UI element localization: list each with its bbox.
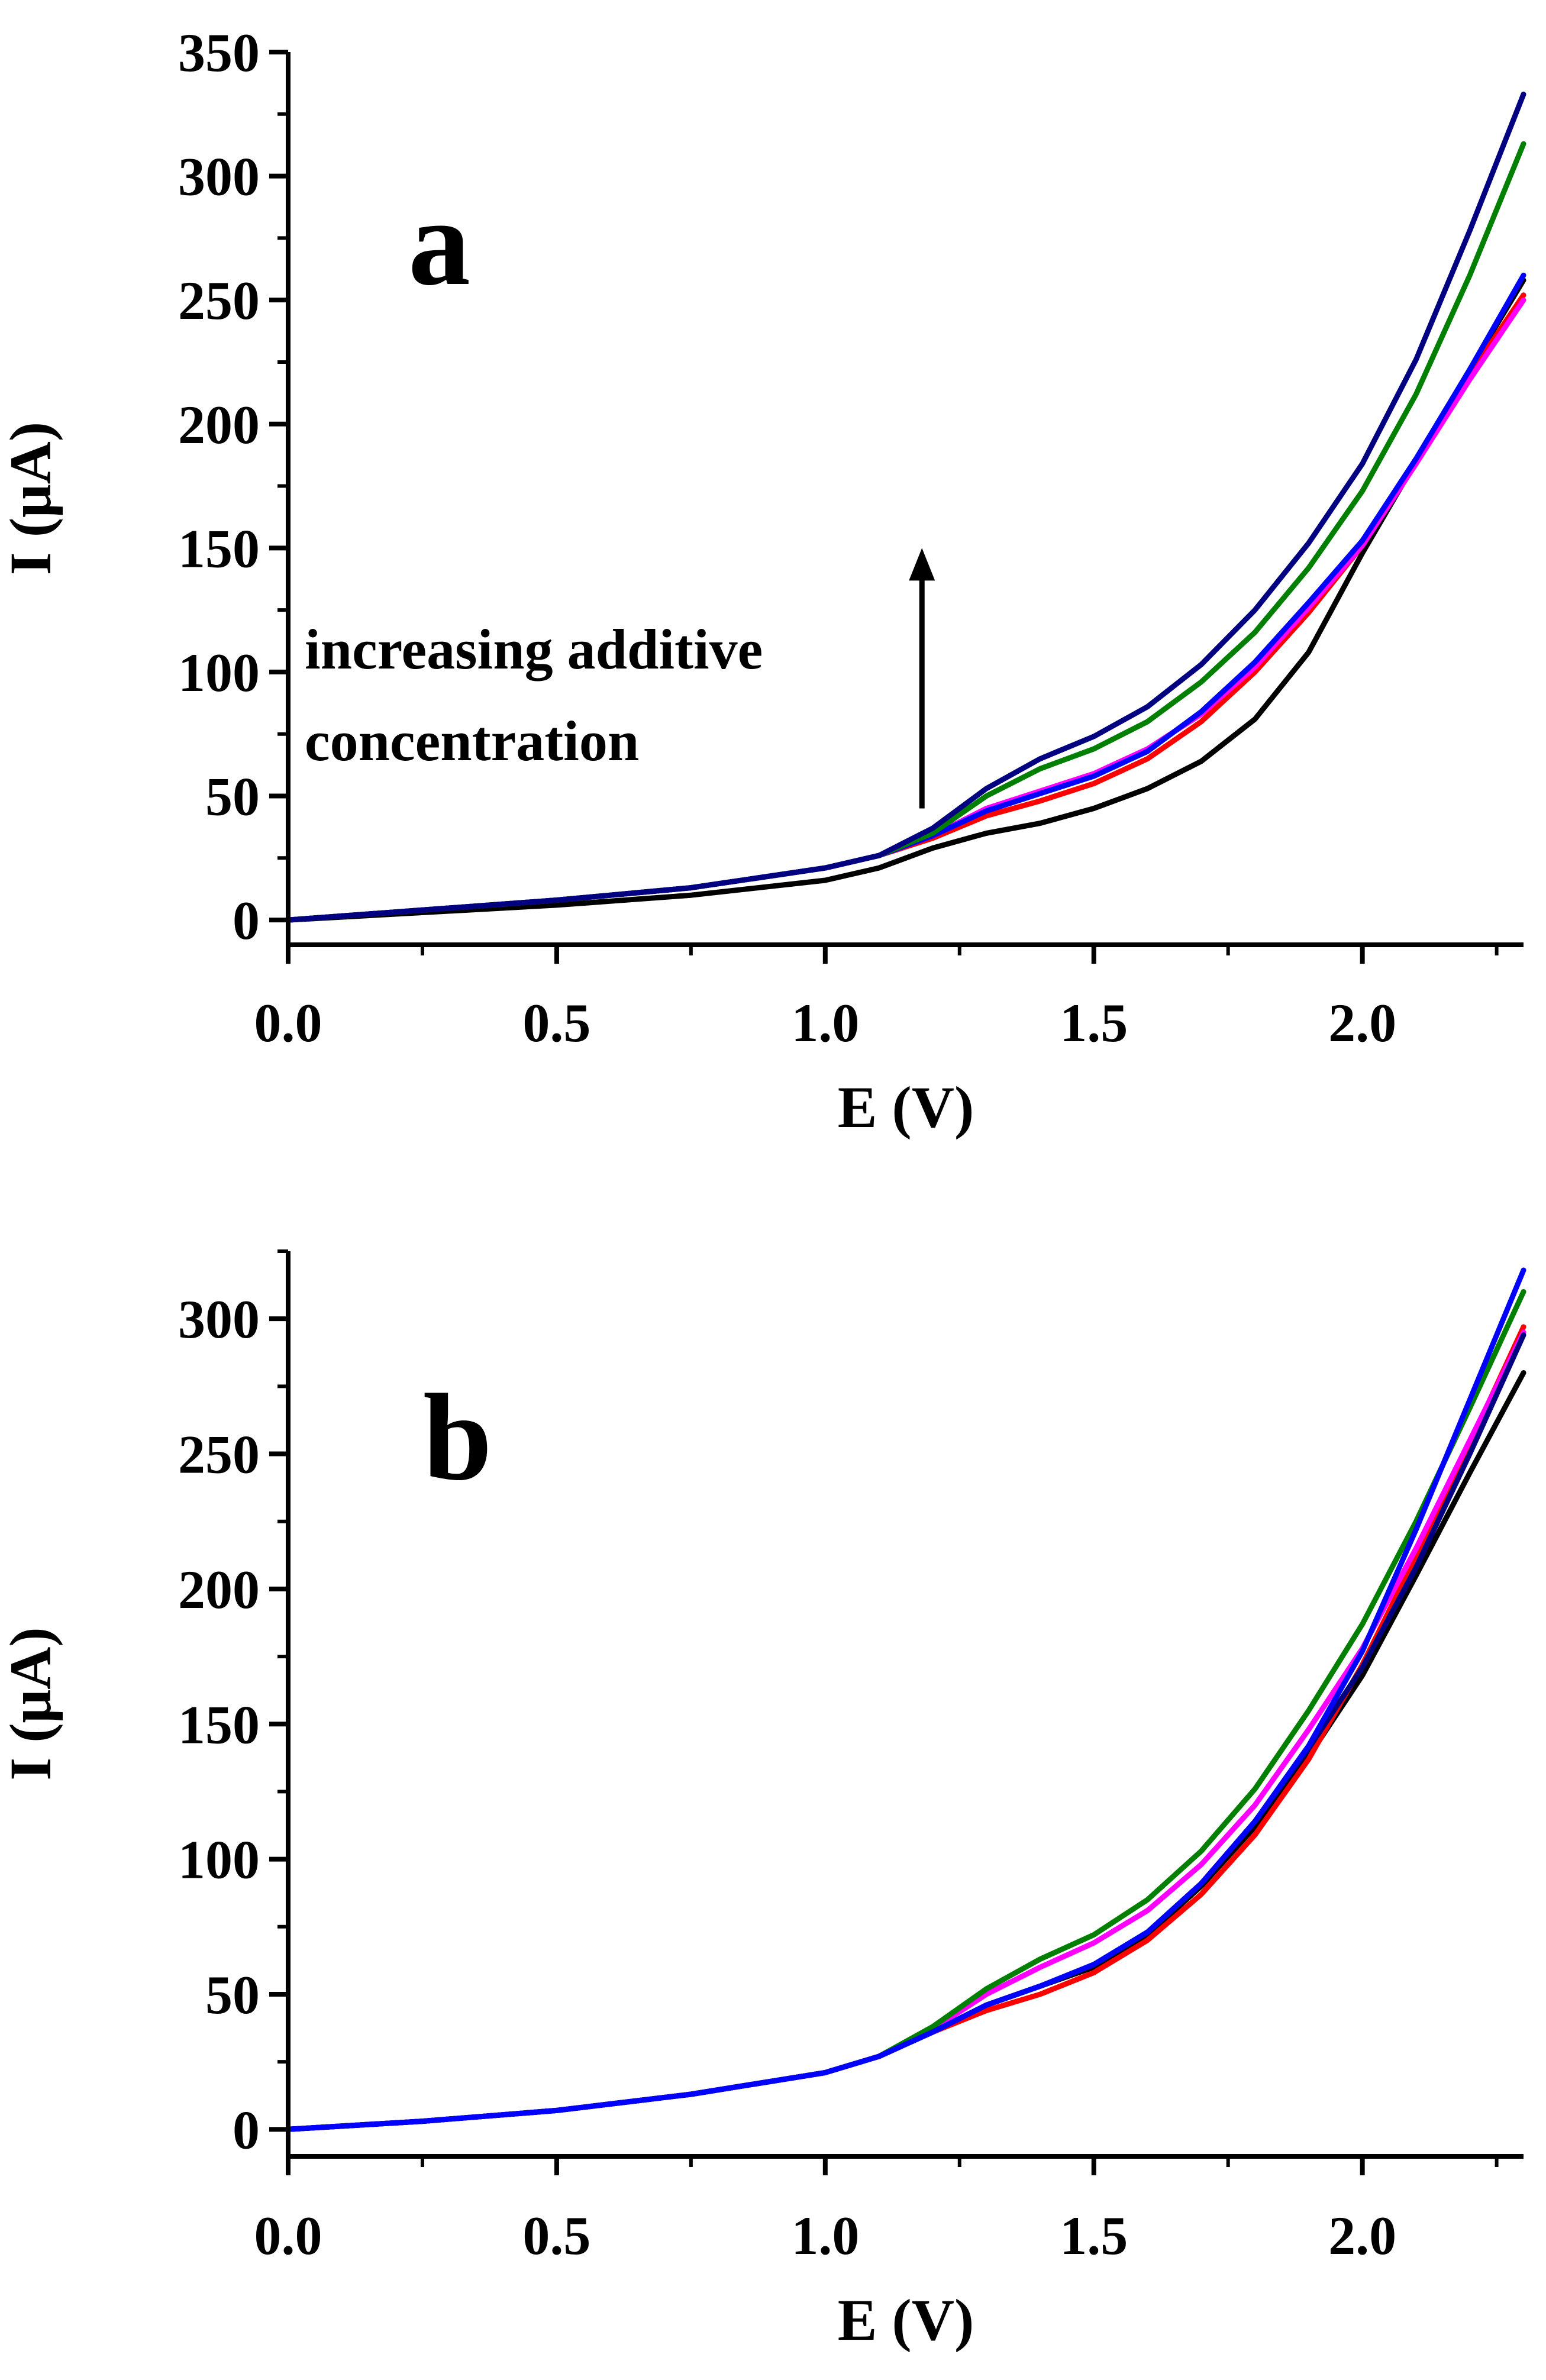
series-green-line <box>285 141 1526 923</box>
panel-label: b <box>423 1369 492 1506</box>
x-axis-title: E (V) <box>838 1074 974 1140</box>
y-tick-label: 50 <box>205 1965 260 2025</box>
x-tick-label: 0.5 <box>522 2205 590 2266</box>
y-tick-label: 100 <box>178 642 260 703</box>
y-tick-label: 0 <box>233 890 260 951</box>
x-axis-title: E (V) <box>838 2287 974 2353</box>
x-tick-label: 0.0 <box>254 993 322 1053</box>
y-tick-label: 300 <box>178 147 260 207</box>
y-tick-label: 150 <box>178 1694 260 1755</box>
x-tick-label: 2.0 <box>1328 2205 1396 2266</box>
arrow-up-icon <box>909 548 935 581</box>
annotation: increasing additive concentration <box>305 548 935 809</box>
y-tick-label: 150 <box>178 518 260 579</box>
y-tick-label: 250 <box>178 270 260 331</box>
y-tick-label: 300 <box>178 1289 260 1349</box>
x-tick-label: 2.0 <box>1328 993 1396 1053</box>
y-tick-label: 200 <box>178 395 260 455</box>
y-tick-label: 200 <box>178 1559 260 1620</box>
annotation-line-1: increasing additive <box>305 618 763 681</box>
y-tick-label: 0 <box>233 2100 260 2160</box>
series-red-line <box>285 292 1526 923</box>
x-tick-label: 0.5 <box>522 993 590 1053</box>
x-tick-label: 1.0 <box>791 993 859 1053</box>
panel-b: 0.0 0.5 1.0 1.5 2.0 0 50 100 150 200 250 300 E (V) I … <box>0 1249 1526 2353</box>
x-tick-label: 1.5 <box>1060 2205 1128 2266</box>
y-axis-title: I (μA) <box>0 422 63 575</box>
y-tick-label: 50 <box>205 767 260 827</box>
x-tick-label: 1.0 <box>791 2205 859 2266</box>
panel-a: 0.0 0.5 1.0 1.5 2.0 0 50 100 150 200 250 300 350 E (V… <box>0 22 1526 1140</box>
x-tick-label: 1.5 <box>1060 993 1128 1053</box>
panel-label: a <box>408 174 470 311</box>
series-navy-line <box>285 91 1526 923</box>
y-tick-label: 350 <box>178 22 260 83</box>
series-magenta-line <box>285 297 1526 923</box>
annotation-line-2: concentration <box>305 709 639 773</box>
y-tick-label: 250 <box>178 1425 260 1485</box>
x-tick-label: 0.0 <box>254 2205 322 2266</box>
series-black-line <box>285 277 1526 923</box>
series-blue-line <box>285 1267 1526 2132</box>
y-axis-title: I (μA) <box>0 1627 63 1780</box>
y-tick-label: 100 <box>178 1830 260 1890</box>
